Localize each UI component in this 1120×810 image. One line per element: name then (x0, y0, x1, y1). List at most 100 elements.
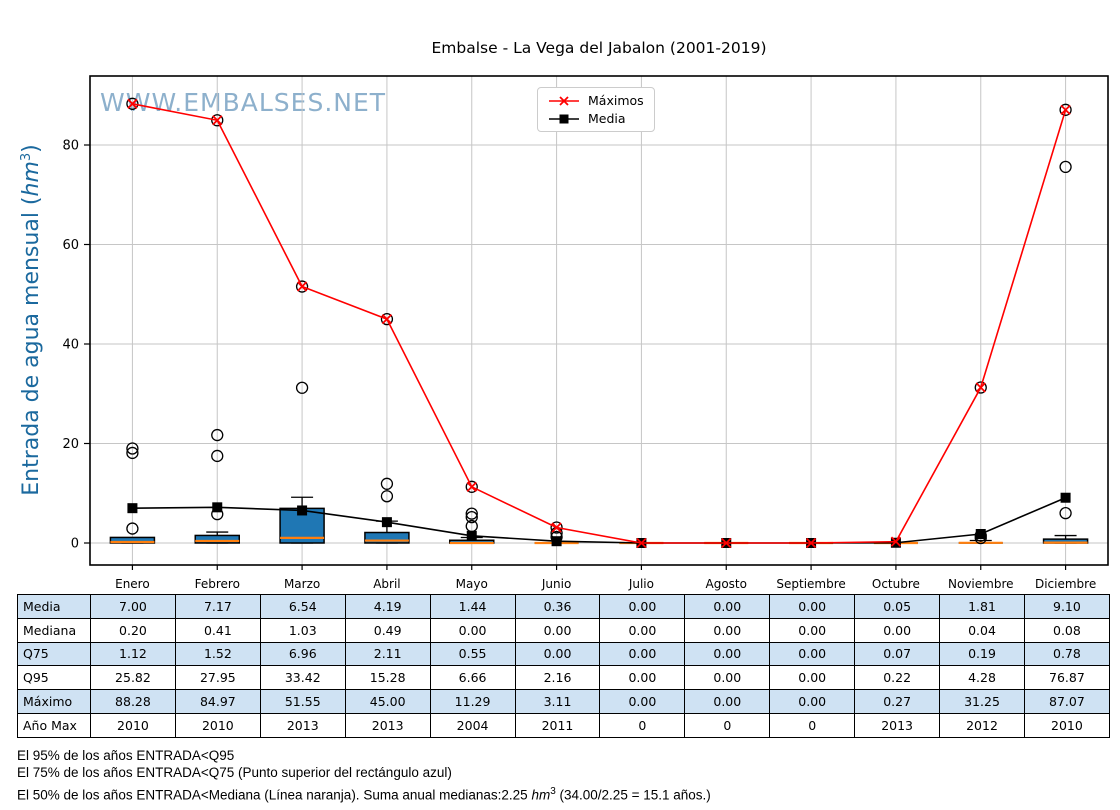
table-cell: 0.00 (769, 689, 856, 714)
outlier-marker (465, 507, 478, 520)
y-tick-label: 0 (71, 537, 79, 552)
table-cell: 0.19 (939, 641, 1025, 667)
row-header: Mediana (17, 617, 91, 643)
footnote-q75: El 75% de los años ENTRADA<Q75 (Punto su… (17, 764, 452, 780)
table-cell: 0.00 (684, 689, 771, 714)
outlier-marker (380, 312, 394, 326)
outlier-marker (295, 381, 309, 394)
table-cell: 0.00 (514, 617, 601, 643)
table-cell: 9.10 (1023, 594, 1110, 619)
y-tick-label: 80 (62, 139, 79, 154)
legend-item-media: Media (547, 111, 644, 126)
x-tick-label: Abril (373, 577, 400, 591)
y-tick-label: 20 (62, 437, 79, 452)
table-cell: 0.00 (684, 594, 771, 619)
table-cell: 0.36 (514, 594, 601, 619)
table-cell: 31.25 (939, 689, 1025, 714)
table-cell: 0.49 (344, 617, 431, 643)
chart-title: Embalse - La Vega del Jabalon (2001-2019… (432, 39, 767, 57)
footnote-q95: El 95% de los años ENTRADA<Q95 (17, 748, 235, 763)
maximos-marker (890, 536, 902, 547)
table-cell: 27.95 (174, 665, 261, 691)
table-cell: 88.28 (90, 689, 176, 714)
row-header: Máximo (17, 689, 91, 714)
table-cell: 0 (769, 712, 856, 738)
table-row: Año Max 2010 2010 2013 2013 2004 2011 0 0 0 2013 20… (17, 712, 1110, 738)
table-cell: 0.00 (684, 617, 771, 643)
table-row: Media 7.00 7.17 6.54 4.19 1.44 0.36 0.00 0.00 0.0… (17, 594, 1110, 619)
footnote-mediana: El 50% de los años ENTRADA<Mediana (Líne… (17, 786, 711, 803)
outlier-marker (211, 449, 224, 463)
outlier-marker (1059, 507, 1072, 520)
table-cell: 4.19 (344, 594, 431, 619)
maximos-line-sample (549, 95, 579, 106)
table-cell: 2013 (854, 712, 941, 738)
table-cell: 0.20 (90, 617, 176, 643)
x-tick-label: Julio (628, 577, 654, 591)
x-tick-label: Febrero (195, 577, 240, 591)
table-cell: 0.00 (769, 617, 856, 643)
maximos-line (132, 103, 1067, 544)
boxplots (109, 97, 1089, 545)
legend-label-maximos: Máximos (588, 93, 644, 108)
legend-label-media: Media (588, 111, 626, 126)
x-tick-label: Junio (541, 577, 571, 591)
table-cell: 1.81 (939, 594, 1025, 619)
maximos-marker (551, 522, 562, 533)
table-cell: 87.07 (1023, 689, 1110, 714)
maximos-marker (975, 382, 986, 393)
chart-legend: Máximos Media (537, 87, 655, 132)
table-cell: 6.96 (259, 641, 346, 667)
x-tick-label: Agosto (706, 577, 747, 591)
table-cell: 1.12 (90, 641, 176, 667)
y-axis-label: Entrada de agua mensual (hm3) (19, 144, 44, 496)
maximos-marker (636, 537, 647, 549)
table-cell: 2011 (514, 712, 601, 738)
outlier-marker (380, 490, 394, 503)
outlier-marker (465, 510, 478, 524)
table-cell: 0.00 (599, 689, 686, 714)
outlier-marker (550, 521, 563, 534)
table-cell: 2010 (90, 712, 176, 738)
x-tick-label: Marzo (284, 577, 320, 591)
legend-item-maximos: Máximos (547, 93, 644, 108)
table-cell: 3.11 (514, 689, 601, 714)
table-cell: 0.27 (854, 689, 941, 714)
table-cell: 0.00 (684, 641, 771, 667)
stats-table: Media 7.00 7.17 6.54 4.19 1.44 0.36 0.00 0.00 0.0… (17, 594, 1110, 738)
table-cell: 45.00 (344, 689, 431, 714)
gridlines (90, 76, 1108, 565)
plot-border (89, 75, 1109, 566)
maximos-marker (466, 481, 477, 492)
table-cell: 2004 (429, 712, 516, 738)
table-cell: 33.42 (259, 665, 346, 691)
media-marker (1060, 492, 1071, 503)
axis-ticks: Enero Febrero Marzo Abril Mayo Junio Julio Agos… (62, 139, 1096, 592)
table-cell: 0.00 (769, 665, 856, 691)
table-cell: 0.00 (769, 594, 856, 619)
table-cell: 25.82 (90, 665, 176, 691)
table-cell: 1.52 (174, 641, 261, 667)
box (364, 531, 410, 544)
table-row: Máximo 88.28 84.97 51.55 45.00 11.29 3.11 0.00 0… (17, 689, 1110, 714)
row-header: Q75 (17, 641, 91, 667)
watermark: WWW.EMBALSES.NET (100, 88, 386, 117)
table-cell: 1.44 (429, 594, 516, 619)
media-marker (127, 503, 138, 514)
y-tick-label: 40 (62, 338, 79, 353)
box (194, 534, 240, 544)
table-cell: 0.00 (599, 641, 686, 667)
x-tick-label: Octubre (872, 577, 920, 591)
table-cell: 51.55 (259, 689, 346, 714)
media-line (132, 496, 1066, 544)
table-cell: 2013 (344, 712, 431, 738)
table-row: Q75 1.12 1.52 6.96 2.11 0.55 0.00 0.00 0.00 0.00 0… (17, 641, 1110, 667)
table-cell: 0.04 (939, 617, 1025, 643)
table-cell: 0 (684, 712, 771, 738)
table-cell: 4.28 (939, 665, 1025, 691)
table-cell: 84.97 (174, 689, 261, 714)
table-row: Mediana 0.20 0.41 1.03 0.49 0.00 0.00 0.00 0.00 0… (17, 617, 1110, 643)
media-series (127, 492, 1071, 548)
table-cell: 0.41 (174, 617, 261, 643)
table-cell: 0.78 (1023, 641, 1110, 667)
